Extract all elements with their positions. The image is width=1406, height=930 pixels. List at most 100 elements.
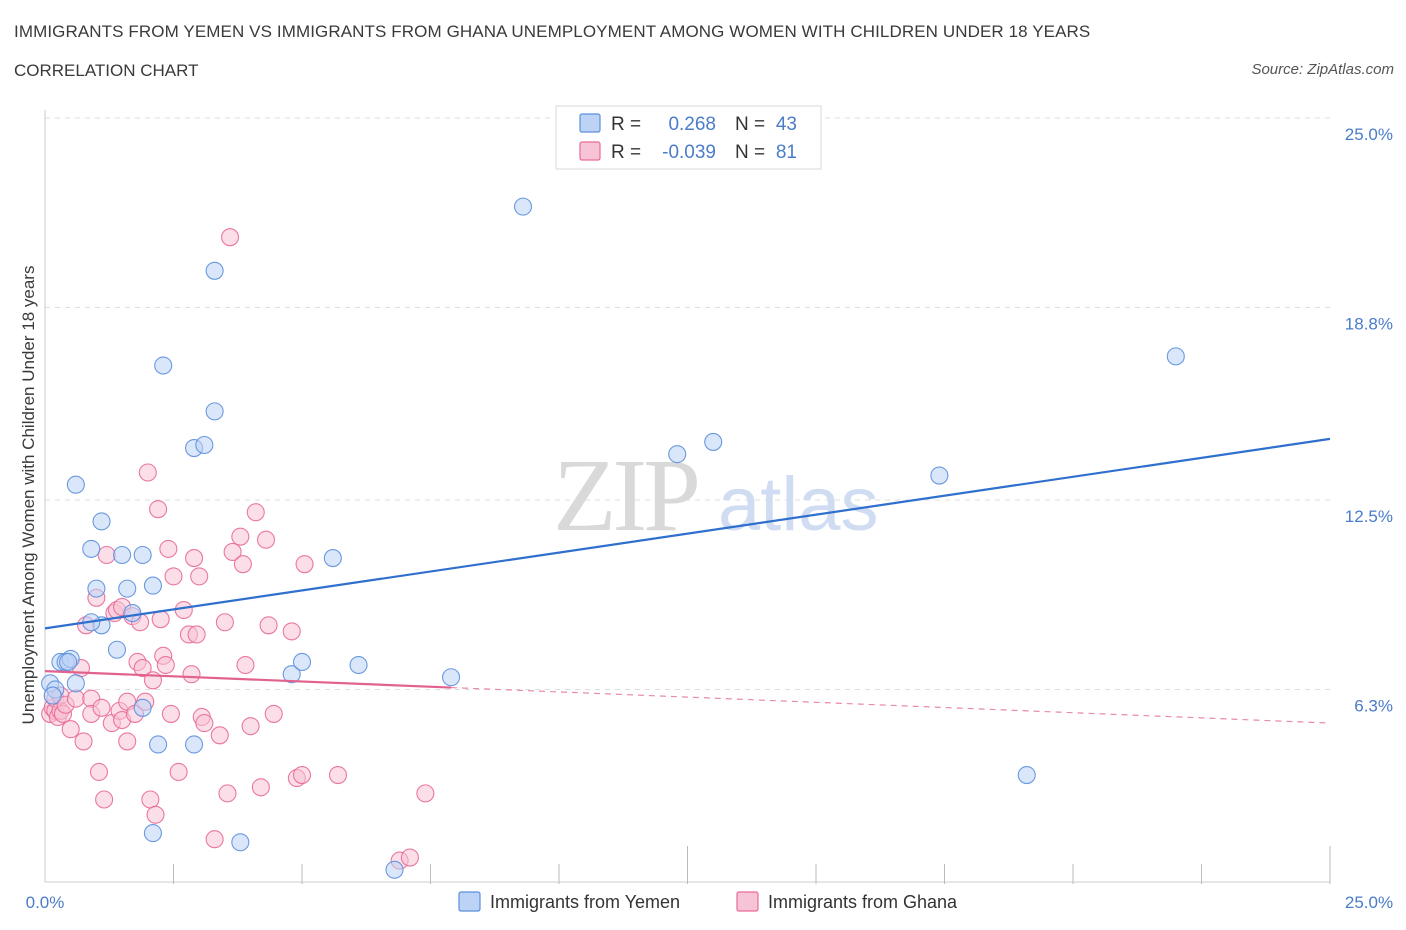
point-ghana-68: [259, 616, 278, 635]
point-ghana-58: [218, 784, 237, 803]
point-yemen-30: [282, 665, 301, 684]
y-tick-label-2: 18.8%: [1345, 314, 1393, 333]
y-tick-labels: 6.3% 12.5% 18.8% 25.0%: [1345, 125, 1393, 715]
point-yemen-40: [1017, 765, 1036, 785]
point-ghana-57: [215, 613, 234, 632]
chart-title: IMMIGRANTS FROM YEMEN VS IMMIGRANTS FROM…: [14, 22, 1091, 41]
grid-lines: [45, 117, 1330, 690]
point-ghana-35: [138, 463, 157, 482]
point-ghana-77: [416, 784, 435, 803]
point-ghana-12: [74, 732, 93, 751]
legend-box: R = 0.268 N = 43 R = -0.039 N = 81: [555, 105, 822, 170]
point-ghana-62: [233, 555, 252, 574]
point-ghana-36: [141, 790, 160, 809]
y-tick-label-3: 25.0%: [1345, 125, 1393, 144]
watermark: ZIP atlas: [553, 438, 879, 553]
y-tick-label-1: 12.5%: [1345, 507, 1393, 526]
legend-r-value-ghana: -0.039: [662, 142, 716, 163]
trend-lines: [44, 437, 1331, 724]
point-yemen-14: [107, 640, 127, 659]
point-ghana-63: [236, 655, 255, 675]
y-tick-label-0: 6.3%: [1354, 696, 1393, 715]
point-yemen-21: [149, 735, 168, 754]
legend-n-label-ghana: N =: [735, 142, 765, 163]
point-ghana-70: [282, 622, 301, 641]
point-yemen-35: [442, 668, 461, 687]
watermark-atlas: atlas: [718, 462, 879, 547]
point-ghana-52: [190, 567, 209, 586]
legend-n-value-yemen: 43: [776, 114, 797, 135]
point-yemen-23: [143, 824, 162, 843]
point-yemen-10: [87, 579, 106, 598]
point-ghana-56: [210, 726, 229, 745]
point-yemen-6: [59, 652, 78, 672]
point-ghana-45: [164, 567, 183, 586]
legend-r-label-yemen: R =: [611, 114, 641, 135]
point-ghana-54: [195, 714, 214, 733]
trend-line-ghana-extension: [451, 686, 1331, 724]
point-ghana-27: [118, 732, 137, 751]
point-yemen-20: [143, 576, 162, 595]
point-yemen-38: [704, 432, 723, 451]
point-ghana-72: [292, 765, 312, 785]
point-ghana-65: [246, 503, 265, 522]
legend-r-value-yemen: 0.268: [668, 114, 716, 135]
bottom-legend-swatch-ghana: [736, 891, 759, 912]
series-ghana-points: [41, 228, 435, 870]
point-yemen-22: [154, 356, 173, 375]
point-yemen-36: [513, 197, 533, 216]
point-ghana-10: [66, 689, 85, 708]
legend-n-label-yemen: N =: [735, 114, 765, 135]
point-ghana-76: [400, 848, 419, 867]
point-ghana-50: [185, 549, 204, 568]
point-ghana-66: [251, 778, 270, 797]
point-ghana-64: [241, 717, 260, 736]
point-ghana-67: [256, 530, 276, 549]
point-ghana-42: [156, 655, 175, 675]
point-ghana-39: [149, 500, 168, 519]
point-ghana-60: [223, 542, 242, 562]
source-label: Source: ZipAtlas.com: [1251, 61, 1394, 78]
point-yemen-15: [113, 545, 132, 565]
point-ghana-9: [61, 720, 80, 739]
bottom-legend-swatch-yemen: [458, 891, 481, 912]
point-ghana-55: [205, 830, 224, 849]
point-yemen-16: [118, 579, 137, 598]
legend-swatch-yemen: [579, 113, 601, 133]
point-yemen-33: [349, 655, 368, 675]
point-ghana-59: [220, 228, 240, 247]
point-ghana-51: [187, 625, 206, 644]
point-yemen-8: [66, 475, 85, 494]
trend-line-ghana: [44, 670, 452, 689]
legend-n-value-ghana: 81: [776, 142, 797, 163]
point-yemen-19: [133, 698, 152, 717]
x-tick-label-max: 25.0%: [1345, 893, 1393, 912]
point-ghana-46: [169, 762, 188, 782]
point-ghana-74: [328, 765, 348, 785]
chart-subtitle: CORRELATION CHART: [14, 61, 199, 80]
point-ghana-43: [159, 539, 178, 558]
point-yemen-37: [668, 445, 687, 464]
point-yemen-28: [185, 735, 204, 754]
trend-line-yemen: [44, 437, 1331, 630]
point-yemen-41: [1166, 347, 1185, 366]
point-ghana-73: [295, 555, 314, 574]
point-yemen-25: [195, 435, 214, 455]
point-yemen-29: [231, 833, 250, 852]
point-yemen-26: [205, 402, 224, 421]
point-yemen-32: [323, 549, 342, 568]
point-ghana-17: [89, 762, 109, 782]
point-ghana-61: [231, 527, 250, 546]
point-ghana-47: [174, 600, 193, 620]
point-yemen-11: [92, 512, 111, 531]
point-yemen-18: [133, 545, 152, 565]
point-ghana-18: [92, 698, 111, 717]
axes: [44, 110, 1331, 884]
point-yemen-2: [43, 686, 62, 705]
point-ghana-38: [146, 805, 165, 824]
point-yemen-27: [205, 261, 224, 280]
x-tick-label-min: 0.0%: [26, 893, 65, 912]
point-yemen-34: [385, 860, 404, 879]
point-ghana-44: [161, 704, 180, 723]
